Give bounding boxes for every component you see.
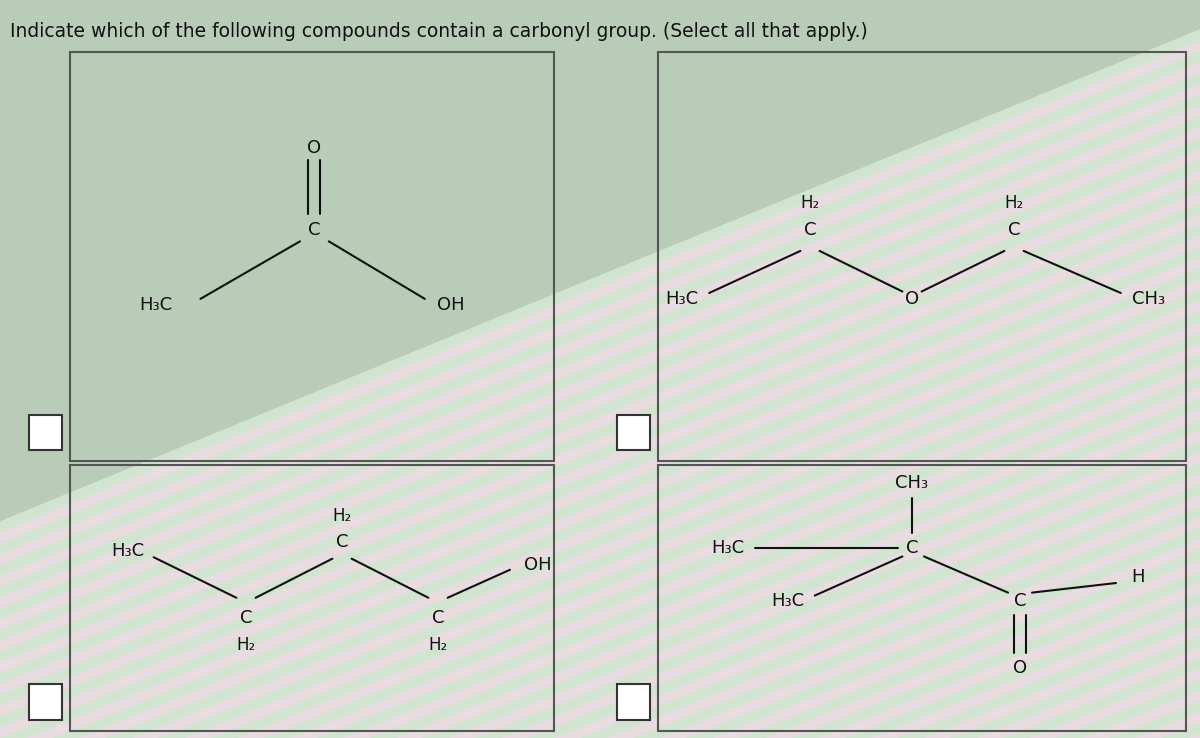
Polygon shape [1082, 0, 1200, 738]
Polygon shape [343, 0, 1200, 738]
Polygon shape [422, 0, 1200, 738]
Polygon shape [818, 0, 1200, 738]
Polygon shape [502, 0, 1200, 738]
Polygon shape [660, 0, 1200, 738]
Polygon shape [1162, 0, 1200, 738]
Text: C: C [1014, 593, 1026, 610]
Polygon shape [766, 0, 1200, 738]
Polygon shape [766, 0, 1200, 738]
Polygon shape [1109, 0, 1200, 738]
Polygon shape [686, 0, 1200, 738]
Polygon shape [132, 0, 1200, 738]
Polygon shape [818, 0, 1200, 738]
Polygon shape [79, 0, 1200, 738]
Text: OH: OH [524, 556, 552, 573]
Polygon shape [924, 0, 1200, 738]
Polygon shape [1003, 0, 1200, 738]
Polygon shape [238, 0, 1200, 738]
Polygon shape [53, 0, 1200, 738]
Polygon shape [554, 0, 1200, 738]
Polygon shape [264, 0, 1200, 738]
Polygon shape [554, 0, 1200, 738]
Polygon shape [634, 0, 1200, 738]
Polygon shape [343, 0, 1200, 738]
Polygon shape [871, 0, 1200, 738]
Polygon shape [950, 0, 1200, 738]
Text: H₂: H₂ [800, 194, 820, 212]
Polygon shape [238, 0, 1200, 738]
Polygon shape [739, 0, 1200, 738]
Polygon shape [26, 0, 1200, 738]
Polygon shape [1082, 0, 1200, 738]
Polygon shape [713, 0, 1200, 738]
Text: H₃C: H₃C [665, 290, 698, 308]
Polygon shape [871, 0, 1200, 738]
Polygon shape [898, 0, 1200, 738]
Polygon shape [607, 0, 1200, 738]
Polygon shape [158, 0, 1200, 738]
Polygon shape [449, 0, 1200, 738]
Polygon shape [370, 0, 1200, 738]
Polygon shape [818, 0, 1200, 738]
Polygon shape [686, 0, 1200, 738]
Polygon shape [502, 0, 1200, 738]
Polygon shape [607, 0, 1200, 738]
Polygon shape [1135, 0, 1200, 738]
Polygon shape [713, 0, 1200, 738]
Polygon shape [1162, 0, 1200, 738]
Polygon shape [396, 0, 1200, 738]
Polygon shape [317, 0, 1200, 738]
Text: CH₃: CH₃ [895, 475, 929, 492]
Polygon shape [977, 0, 1200, 738]
Polygon shape [950, 0, 1200, 738]
Polygon shape [607, 0, 1200, 738]
Polygon shape [1162, 0, 1200, 738]
Polygon shape [977, 0, 1200, 738]
Polygon shape [660, 0, 1200, 738]
Polygon shape [370, 0, 1200, 738]
Polygon shape [475, 0, 1200, 738]
Polygon shape [211, 0, 1200, 738]
Polygon shape [396, 0, 1200, 738]
Polygon shape [317, 0, 1200, 738]
Polygon shape [660, 0, 1200, 738]
Polygon shape [660, 0, 1200, 738]
Polygon shape [766, 0, 1200, 738]
Polygon shape [634, 0, 1200, 738]
Polygon shape [792, 0, 1200, 738]
Polygon shape [1030, 0, 1200, 738]
Polygon shape [158, 0, 1200, 738]
Polygon shape [581, 0, 1200, 738]
